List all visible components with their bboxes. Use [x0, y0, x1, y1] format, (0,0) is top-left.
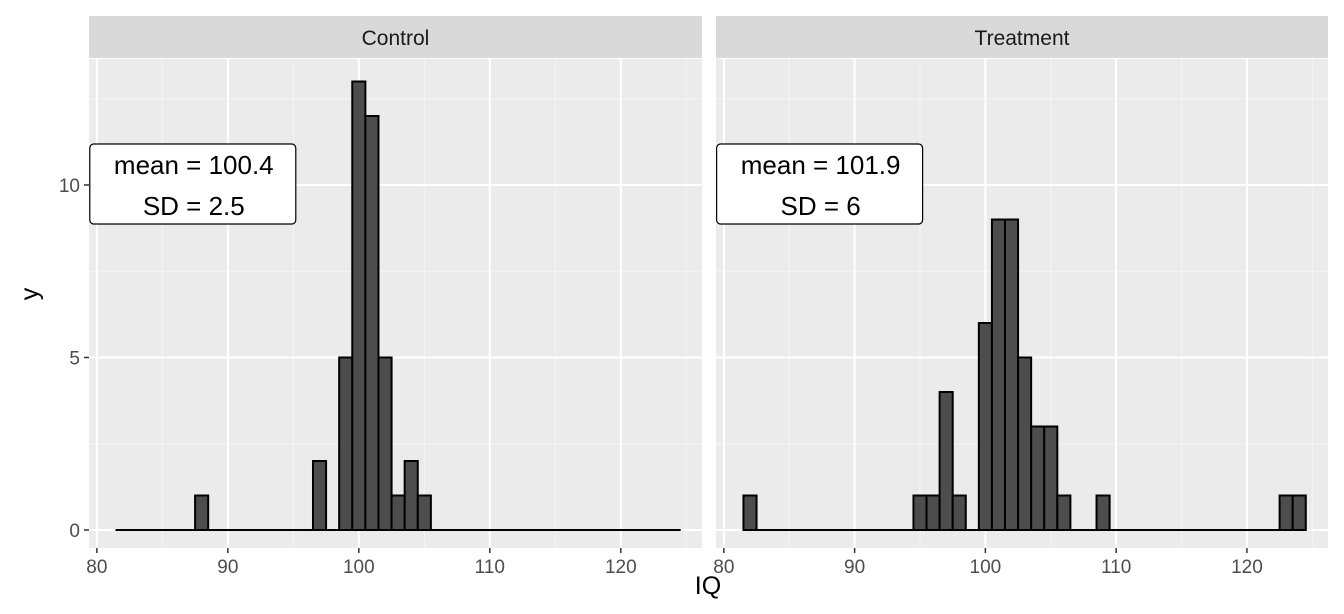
histogram-bar	[1043, 425, 1059, 531]
annotation-mean: mean = 100.4	[114, 150, 274, 180]
x-axis-title: IQ	[695, 572, 721, 600]
histogram-bar	[1030, 425, 1046, 531]
y-tick-label: 0	[69, 521, 80, 542]
histogram-bar	[311, 460, 328, 531]
x-tick-label: 120	[605, 557, 637, 578]
annotation-sd: SD = 6	[781, 191, 861, 221]
x-tick-label: 90	[844, 557, 865, 578]
histogram-bar	[377, 356, 393, 531]
histogram-bar	[990, 218, 1007, 531]
histogram-bar	[951, 494, 967, 531]
x-tick-label: 110	[475, 557, 505, 578]
facet-control: Control 80 90 100 110 120 mean = 100.4 SD = 2.5	[86, 16, 702, 578]
histogram-bar	[977, 322, 993, 531]
x-tick-label: 110	[1101, 557, 1131, 578]
annotation-label: mean = 100.4 SD = 2.5	[89, 143, 297, 225]
facet-strip	[89, 16, 702, 58]
histogram-bar	[1278, 494, 1294, 531]
x-tick-label: 80	[713, 557, 734, 578]
facet-panels: Control 80 90 100 110 120 mean = 100.4 SD = 2.5…	[86, 16, 1328, 578]
facet-treatment: Treatment 80 90 100 110 120 mean = 101.9 SD = 6	[713, 16, 1328, 578]
histogram-bar	[925, 494, 941, 531]
histogram-bar	[1291, 494, 1307, 531]
histogram-bar	[742, 494, 758, 531]
annotation-box	[89, 143, 297, 225]
histogram-bar	[1056, 494, 1072, 531]
x-tick-label: 100	[970, 557, 1002, 578]
y-tick-label: 10	[59, 176, 80, 197]
x-tick-label: 80	[86, 557, 107, 578]
histogram-bar	[403, 460, 419, 531]
histogram-bar	[938, 391, 954, 531]
y-tick-label: 5	[69, 349, 80, 370]
x-tick-label: 100	[343, 557, 375, 578]
x-tick-label: 120	[1231, 557, 1263, 578]
x-tick-label: 90	[217, 557, 238, 578]
histogram-bar	[338, 356, 354, 531]
histogram-bar	[194, 494, 210, 531]
histogram-bar	[364, 115, 380, 531]
facet-strip-label: Control	[362, 27, 430, 50]
y-axis-title: y	[16, 287, 44, 300]
annotation-mean: mean = 101.9	[741, 150, 901, 180]
histogram-bar	[1004, 218, 1020, 531]
facet-strip	[716, 16, 1328, 58]
histogram-bar	[1017, 356, 1033, 531]
histogram-bar	[1095, 494, 1111, 531]
histogram-bar	[390, 494, 406, 531]
annotation-label: mean = 101.9 SD = 6	[716, 143, 924, 225]
annotation-sd: SD = 2.5	[143, 191, 245, 221]
histogram-bar	[416, 494, 432, 531]
facet-strip-label: Treatment	[975, 27, 1070, 50]
y-axis: 0 5 10	[59, 176, 89, 542]
histogram-bar	[351, 80, 367, 531]
panel-background	[89, 59, 702, 548]
histogram-bar	[912, 494, 928, 531]
annotation-box	[716, 143, 924, 225]
